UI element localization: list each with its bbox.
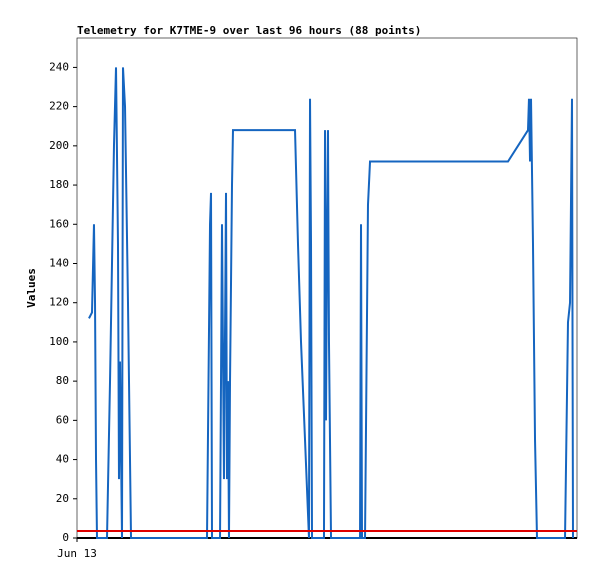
y-tick-label: 60 [56, 413, 69, 426]
y-tick-label: 0 [62, 531, 69, 544]
chart-title: Telemetry for K7TME-9 over last 96 hours… [77, 24, 421, 37]
y-tick-label: 120 [49, 296, 69, 309]
y-tick-label: 200 [49, 139, 69, 152]
y-tick-label: 100 [49, 335, 69, 348]
x-tick-label: Jun 13 [57, 547, 97, 560]
y-tick-label: 20 [56, 492, 69, 505]
y-tick-label: 240 [49, 60, 69, 73]
y-tick-label: 40 [56, 453, 69, 466]
y-axis-label: Values [25, 268, 38, 308]
y-tick-label: 160 [49, 217, 69, 230]
y-tick-label: 220 [49, 100, 69, 113]
y-tick-label: 180 [49, 178, 69, 191]
series-line [88, 67, 574, 539]
y-tick-label: 140 [49, 256, 69, 269]
y-tick-label: 80 [56, 374, 69, 387]
